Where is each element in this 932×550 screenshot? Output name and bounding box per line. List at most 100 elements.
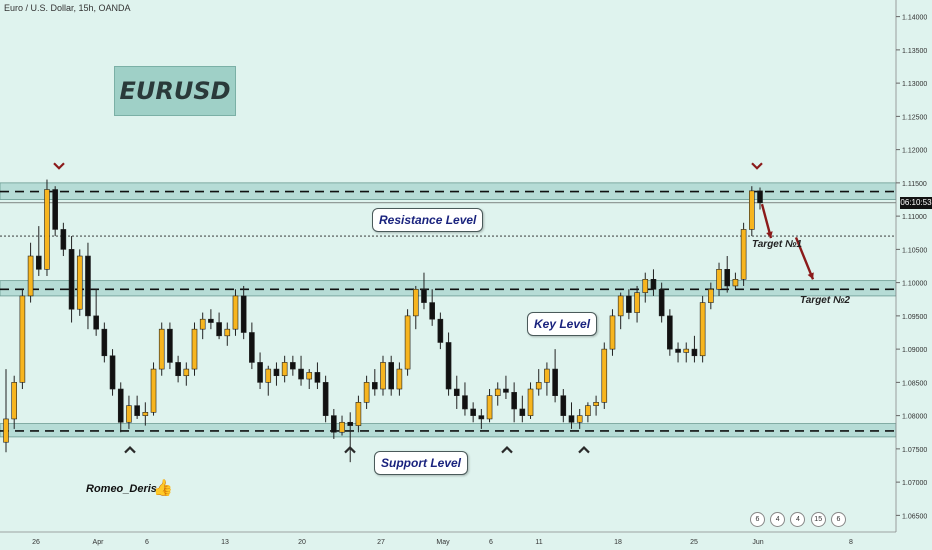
candle-body [486,395,493,420]
candle-body [503,388,509,393]
candle-body [76,255,83,310]
candle-body [339,421,345,433]
candle-body [749,190,755,230]
candle-body [732,278,739,287]
candle-body [609,315,616,350]
candle-body [675,348,681,353]
event-badge[interactable]: 6 [750,512,765,527]
candle-body [240,295,247,333]
x-tick-label: 20 [298,539,306,546]
candle-body [650,278,657,290]
candle-body [142,411,149,416]
candle-body [552,368,558,396]
candle-body [85,255,91,317]
candle-body [208,318,214,323]
candle-body [634,292,640,313]
y-tick-label: 1.11000 [902,214,927,221]
candle-body [617,295,624,317]
y-tick-label: 1.13000 [902,81,927,88]
event-badge[interactable]: 15 [810,512,826,527]
y-tick-label: 1.09000 [902,347,927,354]
candle-body [175,362,181,377]
support-callout: Support Level [374,451,469,475]
event-badge[interactable]: 4 [770,512,786,527]
candle-body [642,278,649,293]
candle-body [478,415,485,420]
y-tick-label: 1.08000 [902,414,927,421]
x-tick-label: Apr [93,539,105,546]
y-tick-label: 1.08500 [902,380,927,387]
y-tick-label: 1.06500 [902,513,927,520]
y-tick-label: 1.10500 [902,247,927,254]
candle-body [445,342,452,390]
thumbs-up-icon: 👍 [153,480,173,497]
candle-body [388,362,394,390]
event-badge[interactable]: 4 [790,512,806,527]
author-label: Romeo_Deris [86,483,157,495]
candle-body [298,368,304,380]
y-tick-label: 1.07500 [902,447,927,454]
y-tick-label: 1.11500 [902,181,927,188]
target-1-label: Target №1 [752,239,802,250]
candle-body [60,229,67,250]
candle-body [568,415,575,423]
candle-body [150,368,157,413]
resistance-callout: Resistance Level [372,208,484,232]
candle-body [257,362,263,383]
candle-body [421,288,427,303]
candle-body [216,322,222,337]
candle-body [658,288,665,317]
key-zone [0,280,897,297]
x-tick-label: 13 [221,539,229,546]
candle-body [273,368,280,377]
candle-body [249,332,255,363]
candle-body [191,328,198,370]
target-arrow [794,236,815,280]
candle-body [716,269,722,290]
candle-body [544,368,550,383]
y-tick-label: 1.12500 [902,114,927,121]
candle-body [691,348,698,357]
title-label: EURUSD [119,77,231,105]
candle-body [3,418,9,443]
candle-body [167,328,173,363]
x-tick-label: May [436,539,450,546]
candle-body [355,402,362,426]
candle-body [27,255,34,297]
symbol-header: Euro / U.S. Dollar, 15h, OANDA [4,3,131,13]
candle-body [593,402,599,406]
candle-body [535,382,542,390]
candle-body [412,288,419,317]
candle-body [331,415,337,433]
candle-body [158,328,165,370]
event-badges: 6 4 4 15 6 [750,512,849,527]
candle-body [626,295,632,313]
support-zone [0,423,897,438]
candle-body [519,408,526,416]
candle-body [724,269,731,287]
candle-body [265,368,272,383]
candle-body [109,355,116,390]
candle-body [470,408,476,416]
candle-body [183,368,190,377]
candle-body [667,315,673,350]
x-tick-label: 26 [32,539,40,546]
candle-body [601,348,608,403]
chevron-up-icon [344,445,356,454]
candle-body [396,368,403,390]
candle-body [380,362,386,390]
candle-body [511,392,517,410]
x-tick-label: 27 [377,539,385,546]
candle-body [224,328,231,337]
x-tick-label: 18 [614,539,622,546]
key-level-callout: Key Level [527,312,598,336]
chevron-up-icon [501,445,513,454]
countdown-badge: 06:10:53 [900,197,932,209]
x-tick-label: 25 [690,539,698,546]
event-badge[interactable]: 6 [830,512,846,527]
x-tick-label: 8 [849,539,853,546]
y-tick-label: 1.09500 [902,314,927,321]
candle-body [199,318,206,330]
candle-body [347,421,354,426]
